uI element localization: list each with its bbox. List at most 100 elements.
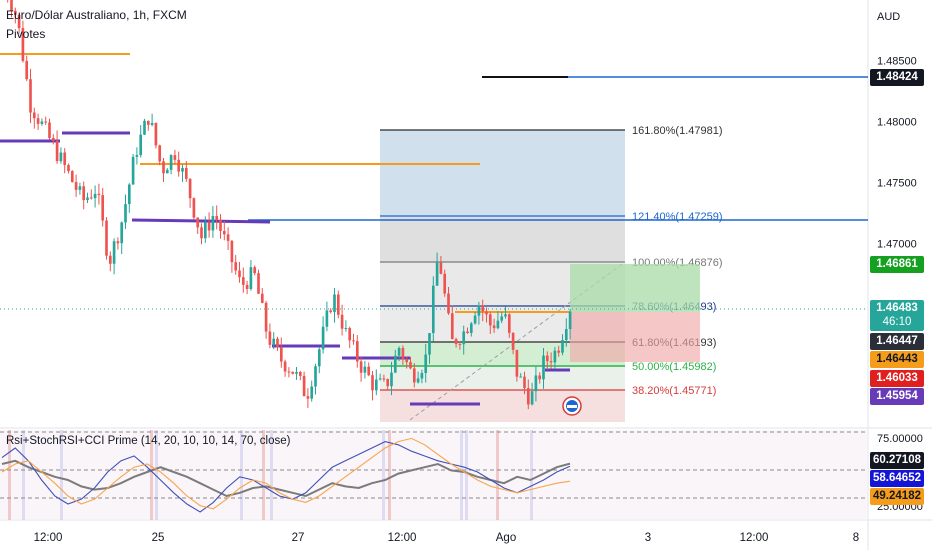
candle-body [59,152,63,162]
candle-body [162,161,165,174]
candle-body [97,193,101,196]
time-tick-4: Ago [496,532,516,544]
candle-body [184,167,188,179]
candle-body [329,310,333,313]
candle-body [268,331,272,345]
candle-body [21,28,25,61]
candle-body [401,348,405,360]
osc-highlight-bar [155,430,158,520]
fib-label-500: 50.00%(1.45982) [632,361,716,373]
candle-body [196,217,200,228]
time-axis[interactable]: 12:00 25 27 12:00 Ago 3 12:00 8 [34,532,860,544]
candle-body [120,222,124,244]
candle-body [188,178,192,199]
candle-body [336,294,340,315]
candle-body [355,341,359,362]
candle-body [504,314,507,317]
candle-body [86,197,89,201]
candle-body [409,362,412,369]
candle-body [173,155,177,160]
price-tag-146447: 1.46447 [870,333,924,350]
candle-body [207,222,211,231]
candle-body [352,340,355,342]
candle-body [397,348,401,356]
candle-body [545,355,549,362]
osc-highlight-bar [240,430,243,520]
candle-body [348,327,352,341]
osc-highlight-bar [60,430,63,520]
candle-body [416,378,420,383]
osc-axis-75: 75.00000 [877,433,923,445]
price-tag-146861: 1.46861 [870,256,924,273]
chart-title: Euro/Dólar Australiano, 1h, FXCM [6,8,187,22]
candle-body [500,316,504,321]
osc-series-0 [1,459,571,498]
osc-highlight-bar [8,430,11,520]
candle-body [557,350,561,353]
fib-zone-grey [380,216,625,262]
candle-body [534,375,538,392]
osc-tag-rsi: 60.27108 [870,452,924,469]
time-tick-3: 12:00 [388,532,417,544]
candle-body [477,305,481,316]
oscillator-pane[interactable]: Rsi+StochRSI+CCI Prime (14, 20, 10, 10, … [0,430,923,520]
candle-body [264,302,268,332]
candle-body [272,338,276,345]
position-tool[interactable] [570,264,700,362]
candle-body [44,121,48,123]
candle-body [564,329,568,341]
osc-highlight-bar [465,430,468,520]
event-marker-icon[interactable] [562,396,582,416]
candle-body [298,371,302,376]
candle-body [234,262,238,271]
candle-body [386,379,390,387]
fib-label-1618: 161.80%(1.47981) [632,125,723,137]
candle-body [314,366,317,387]
candle-body [523,376,526,389]
price-axis[interactable]: 1.48500 1.48000 1.47500 1.47000 [877,56,917,251]
candle-body [13,10,17,15]
candle-body [177,159,181,172]
candle-body [462,331,466,345]
candle-body [203,222,207,239]
oscillator-series [1,437,571,513]
osc-highlight-bar [150,430,153,520]
candle-body [238,270,241,278]
osc-series-2 [1,437,571,510]
current-price-tag: 1.46483 46:10 [870,300,924,331]
candle-body [131,156,135,185]
time-tick-1: 25 [152,532,165,544]
candle-body [371,375,374,391]
candle-body [511,332,515,350]
candle-body [279,347,283,362]
current-price-value: 1.46483 [876,302,918,314]
candle-body [485,311,488,315]
candle-body [393,355,397,373]
fib-label-382: 38.20%(1.45771) [632,385,716,397]
candle-body [344,327,348,329]
price-tick-0: 1.48500 [877,56,917,68]
osc-highlight-bar [22,430,25,520]
candle-countdown: 46:10 [882,316,912,328]
candle-body [101,195,105,221]
time-tick-2: 27 [292,532,305,544]
candle-body [519,376,523,378]
candle-body [63,152,67,166]
oscillator-highlight-bars [8,430,533,520]
candle-body [374,379,378,391]
price-axis-currency: AUD [877,11,900,23]
osc-highlight-bar [530,430,533,520]
time-tick-7: 8 [853,532,859,544]
candle-body [283,361,287,372]
candle-body [481,305,485,312]
candle-body [253,267,257,274]
position-target-zone [570,264,700,312]
osc-highlight-bar [262,430,265,520]
candle-body [70,171,74,183]
candle-body [143,120,146,135]
candle-body [568,311,572,330]
candle-body [219,219,222,231]
candle-body [169,155,173,170]
